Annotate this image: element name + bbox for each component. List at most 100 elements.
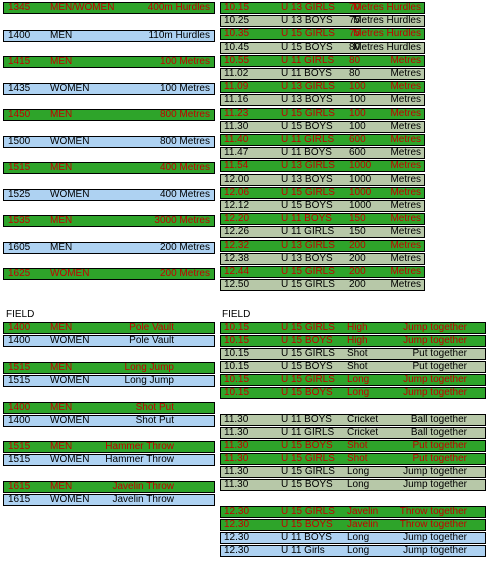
group-cell: MEN bbox=[50, 30, 73, 41]
track-left-row: 1605 MEN 200 Metres bbox=[3, 242, 215, 254]
field-right-row: 11.30 U 15 GIRLS Shot Put together bbox=[220, 453, 486, 465]
track-right-row: 12.00 U 13 BOYS 1000 Metres bbox=[220, 173, 425, 186]
event-cell: 800 Metres bbox=[159, 136, 210, 147]
event-cell: Metres bbox=[390, 279, 421, 291]
event-cell: Metres Hurdles bbox=[353, 15, 421, 27]
time-cell: 10.15 bbox=[224, 348, 250, 359]
event-cell: Put together bbox=[412, 453, 467, 464]
group-cell: WOMEN bbox=[50, 83, 90, 94]
event-cell: Jump together bbox=[403, 466, 467, 477]
discipline-cell: Long bbox=[347, 479, 370, 490]
track-left-row: 1450 MEN 800 Metres bbox=[3, 109, 215, 121]
field-left-row: 1400 WOMEN Pole Vault bbox=[3, 335, 215, 347]
event-cell: Hammer Throw bbox=[105, 441, 174, 452]
event-cell: Throw together bbox=[399, 519, 467, 530]
event-cell: Metres bbox=[390, 173, 421, 185]
track-right-row: 12.20 U 11 BOYS 150 Metres bbox=[220, 213, 425, 226]
event-cell: Metres bbox=[390, 160, 421, 172]
time-cell: 1515 bbox=[8, 454, 31, 465]
time-cell: 12.30 bbox=[224, 532, 250, 543]
time-cell: 11.16 bbox=[224, 94, 249, 106]
group-cell: WOMEN bbox=[50, 335, 90, 346]
time-cell: 1450 bbox=[8, 109, 31, 120]
group-cell: WOMEN bbox=[50, 136, 90, 147]
time-cell: 1400 bbox=[8, 322, 31, 333]
group-cell: U 11 GIRLS bbox=[281, 226, 335, 238]
event-cell: Javelin Throw bbox=[112, 481, 174, 492]
group-cell: WOMEN bbox=[50, 375, 90, 386]
field-heading-right: FIELD bbox=[222, 309, 251, 320]
time-cell: 1605 bbox=[8, 242, 31, 253]
event-cell: Shot Put bbox=[135, 402, 174, 413]
event-cell: Metres Hurdles bbox=[353, 28, 421, 40]
time-cell: 1525 bbox=[8, 189, 31, 200]
group-cell: U 15 BOYS bbox=[281, 200, 333, 211]
track-right-row: 11.30 U 15 BOYS 100 Metres bbox=[220, 120, 425, 133]
distance-cell: 80 bbox=[349, 54, 361, 66]
track-right-row: 11.47 U 11 BOYS 600 Metres bbox=[220, 147, 425, 160]
time-cell: 12.30 bbox=[224, 506, 250, 517]
event-cell: Put together bbox=[412, 348, 467, 359]
group-cell: U 15 BOYS bbox=[281, 519, 333, 530]
distance-cell: 150 bbox=[349, 226, 366, 238]
time-cell: 10.15 bbox=[224, 335, 250, 346]
time-cell: 1400 bbox=[8, 335, 31, 346]
event-cell: Metres Hurdles bbox=[353, 41, 421, 53]
group-cell: U 15 BOYS bbox=[281, 387, 333, 398]
track-right-row: 11.23 U 15 GIRLS 100 Metres bbox=[220, 107, 425, 120]
track-right-row: 11.02 U 11 BOYS 80 Metres bbox=[220, 68, 425, 80]
distance-cell: 100 bbox=[349, 94, 366, 106]
time-cell: 1515 bbox=[8, 162, 31, 173]
distance-cell: 200 bbox=[349, 239, 366, 251]
discipline-cell: High bbox=[347, 322, 368, 333]
track-right-row: 11.40 U 11 GIRLS 600 Metres bbox=[220, 134, 425, 146]
group-cell: U 15 BOYS bbox=[281, 335, 333, 346]
distance-cell: 100 bbox=[349, 81, 366, 93]
track-left-row: 1345 MEN/WOMEN 400m Hurdles bbox=[3, 2, 215, 14]
time-cell: 1625 bbox=[8, 268, 31, 279]
track-right-row: 12.06 U 15 GIRLS 1000 Metres bbox=[220, 186, 425, 199]
time-cell: 1515 bbox=[8, 375, 31, 386]
time-cell: 11.30 bbox=[224, 120, 249, 132]
time-cell: 11.40 bbox=[224, 134, 249, 145]
time-cell: 11.09 bbox=[224, 81, 249, 93]
discipline-cell: Cricket bbox=[347, 414, 379, 425]
event-cell: Throw together bbox=[399, 506, 467, 517]
field-right-row: 11.30 U 11 GIRLS Cricket Ball together bbox=[220, 427, 486, 439]
time-cell: 12.26 bbox=[224, 226, 250, 238]
time-cell: 12.50 bbox=[224, 279, 250, 291]
time-cell: 1515 bbox=[8, 441, 31, 452]
discipline-cell: Shot bbox=[347, 440, 368, 451]
group-cell: U 15 BOYS bbox=[281, 440, 333, 451]
field-left-row: 1400 WOMEN Shot Put bbox=[3, 415, 215, 427]
discipline-cell: Javelin bbox=[347, 506, 379, 517]
time-cell: 11.02 bbox=[224, 68, 249, 79]
event-cell: Long Jump bbox=[124, 375, 174, 386]
time-cell: 1400 bbox=[8, 30, 31, 41]
event-cell: 400m Hurdles bbox=[147, 2, 210, 13]
time-cell: 1535 bbox=[8, 215, 31, 226]
group-cell: U 11 Girls bbox=[281, 545, 325, 556]
discipline-cell: Long bbox=[347, 387, 370, 398]
field-left-row: 1400 MEN Shot Put bbox=[3, 402, 215, 414]
event-cell: Metres bbox=[390, 94, 421, 106]
field-left-row: 1615 MEN Javelin Throw bbox=[3, 481, 215, 493]
group-cell: U 11 GIRLS bbox=[281, 54, 335, 66]
group-cell: U 15 GIRLS bbox=[281, 466, 335, 477]
time-cell: 11.30 bbox=[224, 466, 249, 477]
group-cell: MEN bbox=[50, 322, 73, 333]
group-cell: MEN bbox=[50, 215, 73, 226]
track-left-row: 1435 WOMEN 100 Metres bbox=[3, 83, 215, 95]
group-cell: U 11 GIRLS bbox=[281, 134, 335, 145]
track-left-row: 1625 WOMEN 200 Metres bbox=[3, 268, 215, 280]
track-left-row: 1500 WOMEN 800 Metres bbox=[3, 136, 215, 148]
field-left-row: 1515 WOMEN Long Jump bbox=[3, 375, 215, 387]
event-cell: Metres bbox=[390, 120, 421, 132]
group-cell: U 15 GIRLS bbox=[281, 107, 335, 119]
distance-cell: 75 bbox=[349, 15, 361, 27]
group-cell: MEN/WOMEN bbox=[50, 2, 115, 13]
field-right-row: 12.30 U 11 Girls Long Jump together bbox=[220, 545, 486, 557]
track-right-row: 12.38 U 13 BOYS 200 Metres bbox=[220, 252, 425, 265]
track-right-row: 12.32 U 13 GIRLS 200 Metres bbox=[220, 239, 425, 252]
group-cell: U 15 GIRLS bbox=[281, 453, 335, 464]
